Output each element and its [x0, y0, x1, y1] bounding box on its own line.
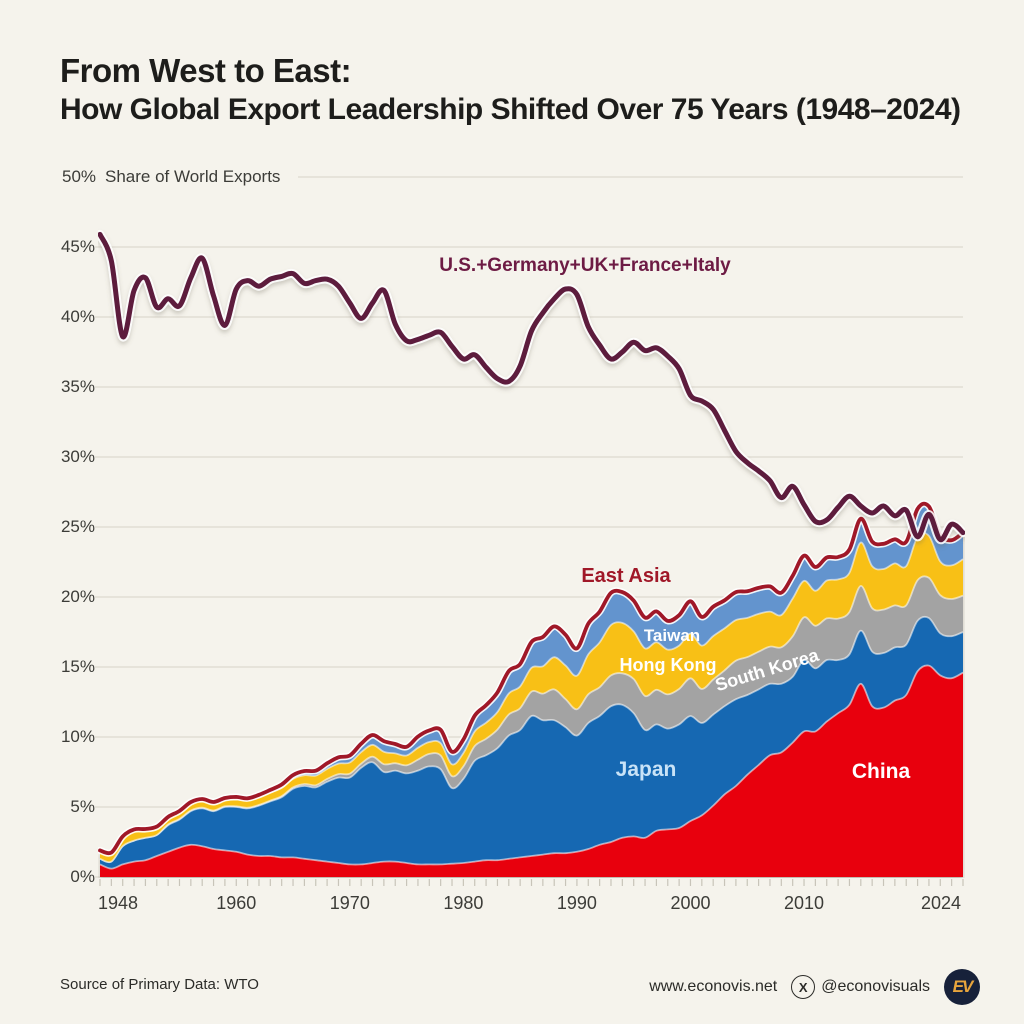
y-tick-label: 0% [70, 867, 95, 886]
footer: Source of Primary Data: WTO www.econovis… [0, 969, 1024, 1010]
x-tick-label: 2010 [783, 893, 825, 913]
x-twitter-icon: X [791, 975, 816, 999]
y-tick-label: 30% [60, 447, 95, 466]
y-tick-50: 50% [62, 167, 97, 186]
west-line [98, 229, 965, 545]
y-axis-title-row: 50% Share of World Exports [62, 167, 280, 187]
footer-links: www.econovis.net X @econovisuals EV [649, 969, 980, 1005]
econovis-logo-text: EV [952, 977, 974, 996]
title-line-1: From West to East: [60, 52, 352, 89]
x-handle-text: @econovisuals [821, 978, 930, 995]
series-label-china: China [851, 760, 911, 783]
x-tick-label: 1970 [329, 893, 370, 913]
x-tick-label: 1980 [443, 893, 484, 913]
page-title: From West to East: How Global Export Lea… [60, 52, 961, 130]
x-tick-label: 1960 [216, 893, 257, 913]
y-tick-label: 10% [60, 727, 95, 746]
y-tick-label: 20% [60, 587, 95, 606]
econovis-logo: EV [944, 969, 980, 1005]
y-tick-label: 5% [70, 797, 95, 816]
series-label-east-asia: East Asia [581, 565, 671, 587]
y-tick-label: 35% [60, 377, 95, 396]
y-tick-label: 25% [60, 517, 95, 536]
y-tick-label: 45% [60, 237, 95, 256]
source-note: Source of Primary Data: WTO [60, 976, 259, 993]
x-tick-label: 2000 [670, 893, 711, 913]
website-link[interactable]: www.econovis.net [649, 978, 778, 995]
area-china [100, 665, 963, 877]
title-line-2: How Global Export Leadership Shifted Ove… [60, 92, 961, 126]
y-axis-title: Share of World Exports [105, 167, 281, 186]
series-label-taiwan: Taiwan [643, 626, 701, 645]
social-handle[interactable]: X @econovisuals [791, 975, 930, 999]
series-label-west: U.S.+Germany+UK+France+Italy [439, 255, 731, 276]
seam-japan [99, 664, 964, 870]
seam-hong-kong [99, 575, 964, 864]
x-tick-label: 1990 [556, 893, 597, 913]
y-tick-label: 40% [60, 307, 95, 326]
east-asia-total-line [98, 500, 965, 857]
x-tick-label: 2024 [920, 893, 962, 913]
area-hong-kong [100, 532, 963, 863]
x-tick-label: 1948 [97, 893, 139, 913]
stacked-areas [99, 503, 964, 877]
series-label-hong-kong: Hong Kong [619, 655, 717, 675]
series-label-japan: Japan [615, 758, 677, 781]
y-tick-label: 15% [60, 657, 95, 676]
x-axis-minor-ticks [99, 879, 964, 886]
area-japan [100, 616, 963, 869]
